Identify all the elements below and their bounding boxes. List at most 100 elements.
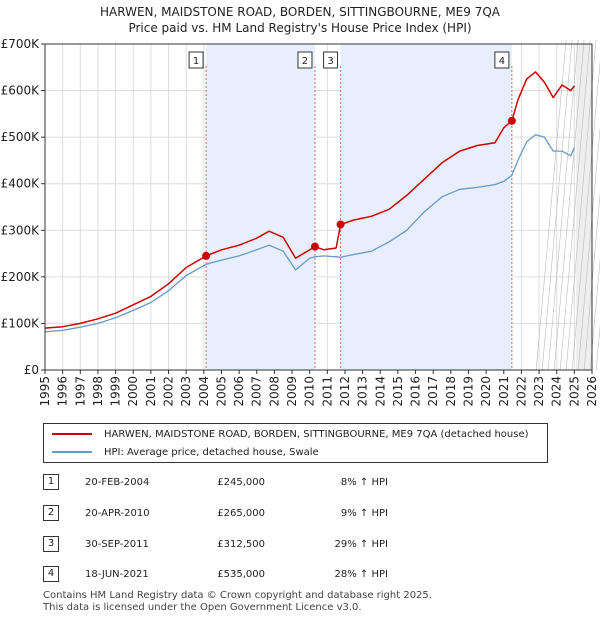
x-tick-label: 2008	[267, 376, 281, 407]
transaction-date: 18-JUN-2021	[85, 569, 149, 580]
transaction-number: 1	[43, 474, 59, 490]
shaded-span	[340, 44, 512, 370]
legend-label-hpi: HPI: Average price, detached house, Swal…	[104, 447, 319, 458]
y-tick-label: £500K	[1, 130, 41, 144]
x-tick-label: 2025	[567, 376, 581, 407]
transaction-hpi: 29% ↑ HPI	[334, 539, 388, 550]
transaction-number: 4	[43, 566, 59, 582]
x-tick-label: 2015	[391, 376, 405, 407]
chart-subtitle: Price paid vs. HM Land Registry's House …	[128, 21, 471, 35]
y-tick-label: £400K	[1, 177, 41, 191]
transaction-date: 20-APR-2010	[85, 508, 150, 519]
x-tick-label: 2003	[179, 376, 193, 407]
transaction-point	[202, 251, 211, 260]
transaction-row: 3 30-SEP-2011 £312,500 29% ↑ HPI	[43, 536, 563, 554]
transaction-row: 4 18-JUN-2021 £535,000 28% ↑ HPI	[43, 566, 563, 584]
x-tick-label: 2023	[532, 376, 546, 407]
x-tick-label: 2016	[409, 376, 423, 407]
legend-label-property: HARWEN, MAIDSTONE ROAD, BORDEN, SITTINGB…	[104, 429, 529, 440]
y-tick-label: £700K	[1, 37, 41, 51]
transaction-marker-label: 3	[327, 56, 333, 67]
y-tick-label: £200K	[1, 270, 41, 284]
transaction-date: 30-SEP-2011	[85, 539, 149, 550]
transaction-hpi: 9% ↑ HPI	[340, 508, 388, 519]
transaction-point	[310, 242, 319, 251]
x-tick-label: 1997	[73, 376, 87, 407]
forecast-hatch	[559, 39, 591, 371]
legend-item-property: HARWEN, MAIDSTONE ROAD, BORDEN, SITTINGB…	[52, 427, 529, 443]
legend-swatch-property	[52, 433, 92, 435]
y-tick-label: £0	[24, 363, 39, 377]
transaction-hpi: 8% ↑ HPI	[340, 477, 388, 488]
forecast-region	[576, 44, 592, 370]
forecast-hatch	[553, 39, 585, 371]
x-tick-label: 2017	[426, 376, 440, 407]
forecast-hatch	[535, 39, 567, 371]
forecast-hatch	[565, 39, 597, 371]
x-tick-label: 2004	[197, 376, 211, 407]
forecast-hatch	[541, 39, 573, 371]
transaction-price: £265,000	[217, 508, 265, 519]
y-tick-label: £600K	[1, 84, 41, 98]
transaction-price: £245,000	[217, 477, 265, 488]
transaction-marker-box	[188, 51, 204, 69]
transaction-marker-label: 4	[499, 56, 505, 67]
legend-item-hpi: HPI: Average price, detached house, Swal…	[52, 445, 319, 461]
transaction-price: £312,500	[217, 539, 265, 550]
forecast-hatch	[547, 39, 579, 371]
x-tick-label: 2009	[285, 376, 299, 407]
x-tick-label: 2007	[250, 376, 264, 407]
property-price-line	[44, 71, 575, 329]
transaction-marker-box	[323, 51, 339, 69]
x-tick-label: 2000	[126, 376, 140, 407]
transaction-number: 3	[43, 536, 59, 552]
x-tick-label: 2006	[232, 376, 246, 407]
shaded-span	[206, 44, 315, 370]
x-tick-label: 2010	[303, 376, 317, 407]
x-tick-label: 2020	[479, 376, 493, 407]
transaction-marker-box	[297, 51, 313, 69]
x-tick-label: 2022	[514, 376, 528, 407]
chart-title: HARWEN, MAIDSTONE ROAD, BORDEN, SITTINGB…	[100, 5, 501, 19]
legend: HARWEN, MAIDSTONE ROAD, BORDEN, SITTINGB…	[43, 423, 548, 463]
footer-copyright: Contains HM Land Registry data © Crown c…	[43, 590, 432, 601]
transaction-hpi: 28% ↑ HPI	[334, 569, 388, 580]
transaction-marker-box	[494, 51, 510, 69]
x-tick-label: 1999	[109, 376, 123, 407]
x-tick-label: 1995	[38, 376, 52, 407]
x-tick-label: 2013	[356, 376, 370, 407]
legend-swatch-hpi	[52, 451, 92, 453]
x-tick-label: 2024	[550, 376, 564, 407]
footer-licence: This data is licensed under the Open Gov…	[43, 602, 362, 613]
transaction-row: 2 20-APR-2010 £265,000 9% ↑ HPI	[43, 505, 563, 523]
x-tick-label: 2018	[444, 376, 458, 407]
transaction-marker-label: 1	[193, 56, 199, 67]
x-tick-label: 1996	[56, 376, 70, 407]
x-tick-label: 2011	[320, 376, 334, 407]
transaction-point	[336, 220, 345, 229]
hpi-line	[44, 134, 575, 333]
transaction-row: 1 20-FEB-2004 £245,000 8% ↑ HPI	[43, 474, 563, 492]
x-tick-label: 2026	[585, 376, 599, 407]
plot-frame	[44, 43, 593, 371]
forecast-hatch	[589, 257, 600, 371]
transaction-point	[507, 116, 516, 125]
x-tick-label: 2019	[461, 376, 475, 407]
x-tick-label: 2002	[162, 376, 176, 407]
y-tick-label: £100K	[1, 316, 41, 330]
x-tick-label: 2001	[144, 376, 158, 407]
forecast-hatch	[577, 125, 600, 371]
y-tick-label: £300K	[1, 223, 41, 237]
forecast-hatch	[571, 59, 600, 371]
x-tick-label: 2012	[338, 376, 352, 407]
x-tick-label: 1998	[91, 376, 105, 407]
transaction-marker-label: 2	[302, 56, 308, 67]
transaction-number: 2	[43, 505, 59, 521]
transaction-date: 20-FEB-2004	[85, 477, 150, 488]
forecast-hatch	[583, 191, 600, 371]
transaction-price: £535,000	[217, 569, 265, 580]
x-tick-label: 2021	[497, 376, 511, 407]
x-tick-label: 2014	[373, 376, 387, 407]
x-tick-label: 2005	[214, 376, 228, 407]
